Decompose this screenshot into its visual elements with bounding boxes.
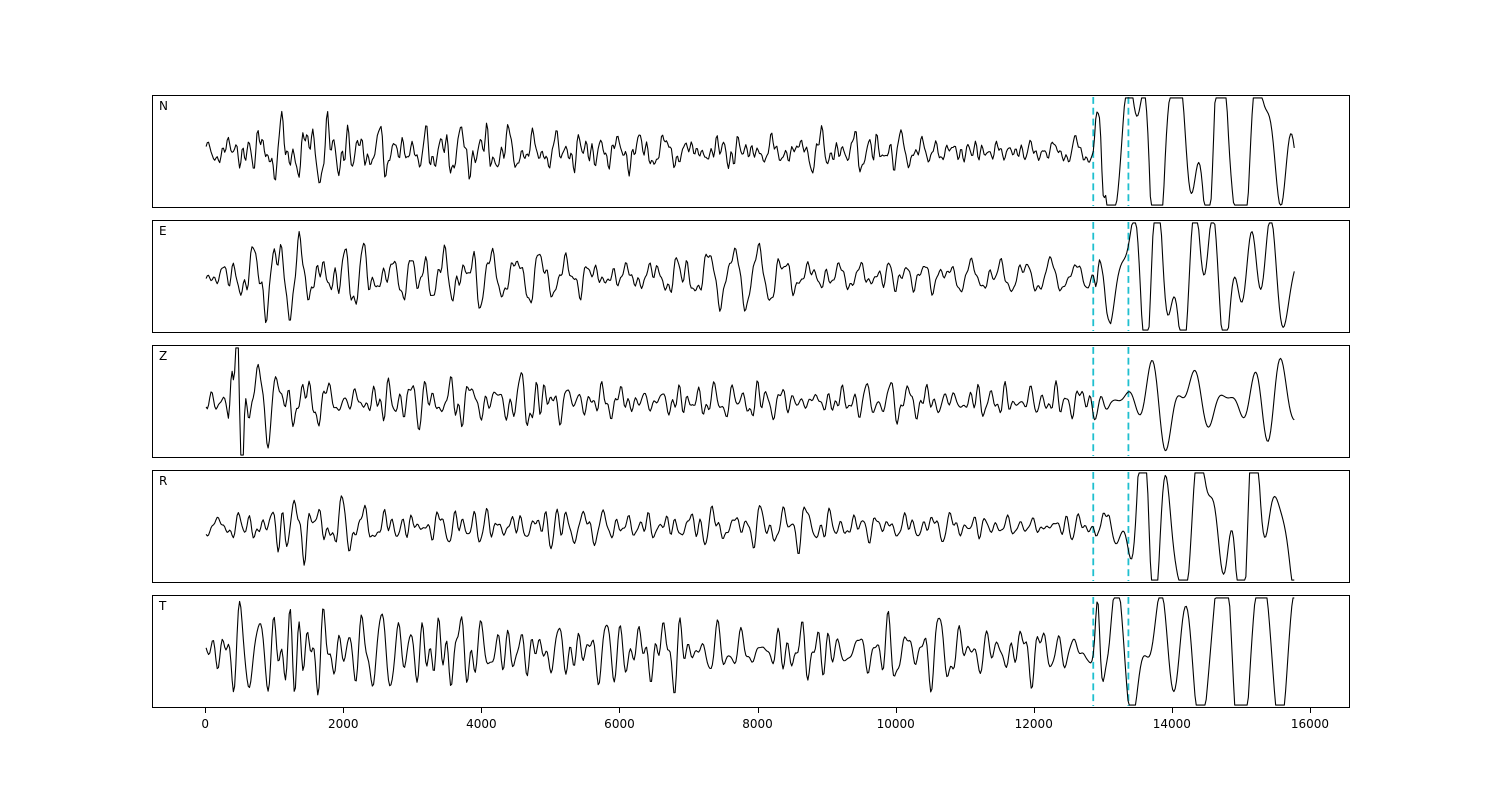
panel-t: T bbox=[152, 595, 1350, 708]
x-tick bbox=[619, 708, 621, 713]
x-tick bbox=[343, 708, 345, 713]
panel-label: N bbox=[159, 99, 168, 113]
x-tick bbox=[481, 708, 483, 713]
x-tick bbox=[1309, 708, 1311, 713]
x-tick-label: 0 bbox=[201, 717, 209, 731]
x-tick-label: 8000 bbox=[742, 717, 773, 731]
waveform-trace bbox=[205, 97, 1295, 206]
x-tick bbox=[895, 708, 897, 713]
waveform-plot-t bbox=[205, 596, 1295, 707]
x-tick-label: 2000 bbox=[327, 717, 359, 731]
x-tick bbox=[1171, 708, 1173, 713]
waveform-trace bbox=[205, 597, 1295, 706]
panel-label: E bbox=[159, 224, 167, 238]
waveform-plot-r bbox=[205, 471, 1295, 582]
panel-label: T bbox=[159, 599, 167, 613]
waveform-trace bbox=[205, 222, 1295, 331]
panel-label: Z bbox=[159, 349, 168, 363]
x-tick-label: 6000 bbox=[604, 717, 635, 731]
panel-n: N bbox=[152, 95, 1350, 208]
waveform-plot-e bbox=[205, 221, 1295, 332]
x-tick-label: 12000 bbox=[1014, 717, 1053, 731]
x-tick-label: 4000 bbox=[466, 717, 497, 731]
panel-r: R bbox=[152, 470, 1350, 583]
panel-label: R bbox=[159, 474, 168, 488]
x-tick-label: 14000 bbox=[1152, 717, 1191, 731]
waveform-trace bbox=[205, 347, 1295, 456]
x-tick bbox=[205, 708, 207, 713]
x-axis: 0 2000 4000 6000 8000 10000 12000 14000 16000 bbox=[152, 708, 1350, 742]
x-tick-label: 16000 bbox=[1290, 717, 1330, 731]
waveform-trace bbox=[205, 472, 1295, 581]
panel-e: E bbox=[152, 220, 1350, 333]
x-tick-label: 10000 bbox=[876, 717, 915, 731]
waveform-plot-z bbox=[205, 346, 1295, 457]
waveform-plot-n bbox=[205, 96, 1295, 207]
x-tick bbox=[1033, 708, 1035, 713]
panel-z: Z bbox=[152, 345, 1350, 458]
x-tick bbox=[757, 708, 759, 713]
